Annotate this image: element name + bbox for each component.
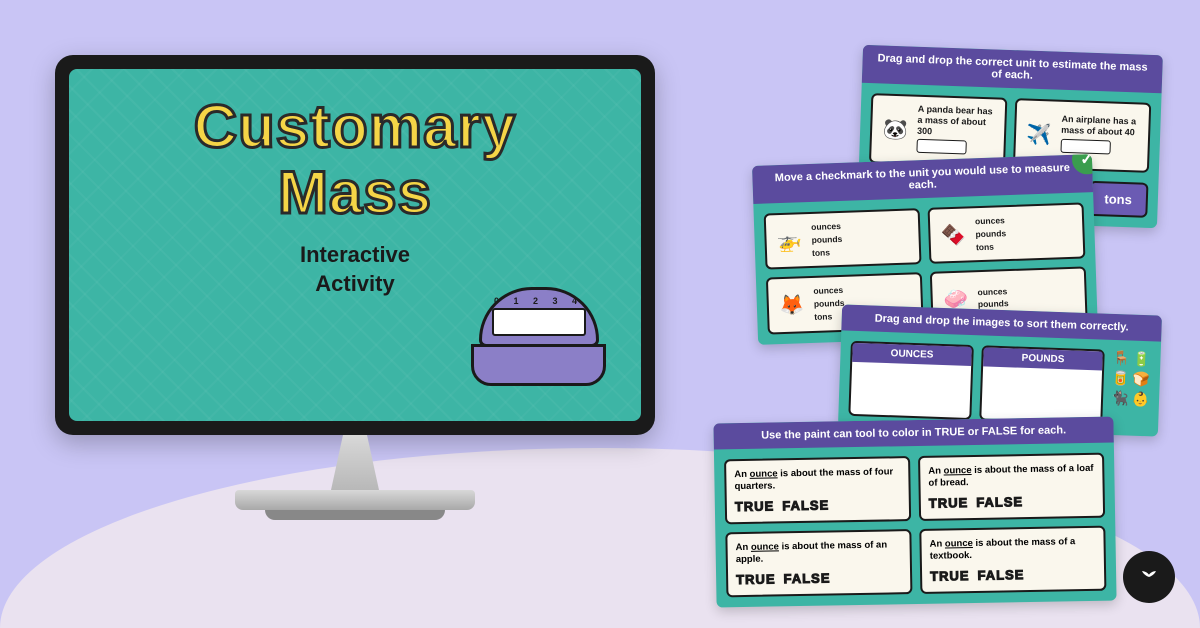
true-button[interactable]: TRUE: [735, 498, 775, 514]
monitor-stand-base: [235, 490, 475, 510]
slide-4: Use the paint can tool to color in TRUE …: [713, 417, 1116, 607]
cat-icon[interactable]: 🐈‍⬛: [1111, 390, 1129, 408]
tf-q2: An ounce is about the mass of a loaf of …: [928, 463, 1094, 490]
title-line-1: Customary: [194, 94, 516, 160]
subtitle-line-1: Interactive: [300, 242, 410, 267]
brand-logo: [1123, 551, 1175, 603]
unit-pill-tons[interactable]: tons: [1088, 181, 1149, 218]
true-button[interactable]: TRUE: [930, 568, 970, 584]
slide-2-card-helicopter: 🚁 ounces pounds tons: [764, 208, 922, 270]
sort-box-ounces[interactable]: OUNCES: [848, 341, 974, 420]
true-button[interactable]: TRUE: [929, 495, 969, 511]
false-button[interactable]: FALSE: [783, 570, 830, 586]
desk-icon[interactable]: 🪑: [1112, 350, 1130, 368]
sort-header-ounces: OUNCES: [852, 343, 972, 366]
battery-icon[interactable]: 🔋: [1133, 351, 1151, 369]
input-box[interactable]: [916, 139, 966, 155]
tf-card-1: An ounce is about the mass of four quart…: [724, 456, 911, 524]
unit-list[interactable]: ounces pounds tons: [975, 214, 1007, 253]
true-button[interactable]: TRUE: [736, 571, 776, 587]
unit-list[interactable]: ounces pounds: [977, 285, 1009, 312]
tf-q1: An ounce is about the mass of four quart…: [734, 466, 900, 493]
monitor: Customary Mass Interactive Activity 0 1 …: [55, 55, 655, 555]
panda-icon: 🐼: [879, 115, 912, 144]
unit-list[interactable]: ounces pounds tons: [811, 220, 843, 259]
card2-text: An airplane has a mass of about 40: [1061, 114, 1136, 137]
sortable-items[interactable]: 🪑🔋 🥫🍞 🐈‍⬛👶: [1110, 350, 1150, 426]
airplane-icon: ✈️: [1023, 120, 1056, 149]
chocolate-icon: 🍫: [937, 221, 970, 250]
bread-icon[interactable]: 🍞: [1132, 371, 1150, 389]
sprout-icon: [1135, 563, 1163, 591]
scale-numbers: 0 1 2 3 4: [482, 296, 596, 306]
screen-bezel: Customary Mass Interactive Activity 0 1 …: [55, 55, 655, 435]
scale-icon: 0 1 2 3 4: [471, 287, 606, 386]
sort-box-pounds[interactable]: POUNDS: [979, 345, 1105, 424]
false-button[interactable]: FALSE: [782, 497, 829, 513]
unit-list[interactable]: ounces pounds tons: [813, 284, 845, 323]
slide-2-card-chocolate: 🍫 ounces pounds tons: [928, 202, 1086, 264]
baby-icon[interactable]: 👶: [1131, 391, 1149, 409]
tf-q3: An ounce is about the mass of an apple.: [735, 539, 901, 566]
input-box[interactable]: [1060, 139, 1110, 155]
title-line-2: Mass: [278, 160, 432, 226]
sort-header-pounds: POUNDS: [983, 347, 1103, 370]
tf-card-2: An ounce is about the mass of a loaf of …: [918, 453, 1105, 521]
false-button[interactable]: FALSE: [976, 494, 1023, 510]
tf-card-3: An ounce is about the mass of an apple. …: [725, 529, 912, 597]
can-icon[interactable]: 🥫: [1112, 370, 1130, 388]
subtitle-line-2: Activity: [315, 271, 394, 296]
card1-text: A panda bear has a mass of about 300: [917, 104, 993, 136]
slide-3: Drag and drop the images to sort them co…: [838, 304, 1162, 436]
fox-icon: 🦊: [775, 291, 808, 320]
false-button[interactable]: FALSE: [977, 567, 1024, 583]
monitor-stand-neck: [315, 435, 395, 490]
subtitle: Interactive Activity: [300, 241, 410, 298]
screen-content: Customary Mass Interactive Activity 0 1 …: [69, 69, 641, 421]
slide-previews: Drag and drop the correct unit to estima…: [710, 50, 1170, 570]
tf-card-4: An ounce is about the mass of a textbook…: [919, 525, 1106, 593]
monitor-stand-foot: [265, 510, 445, 520]
helicopter-icon: 🚁: [773, 226, 806, 255]
tf-q4: An ounce is about the mass of a textbook…: [929, 536, 1095, 563]
